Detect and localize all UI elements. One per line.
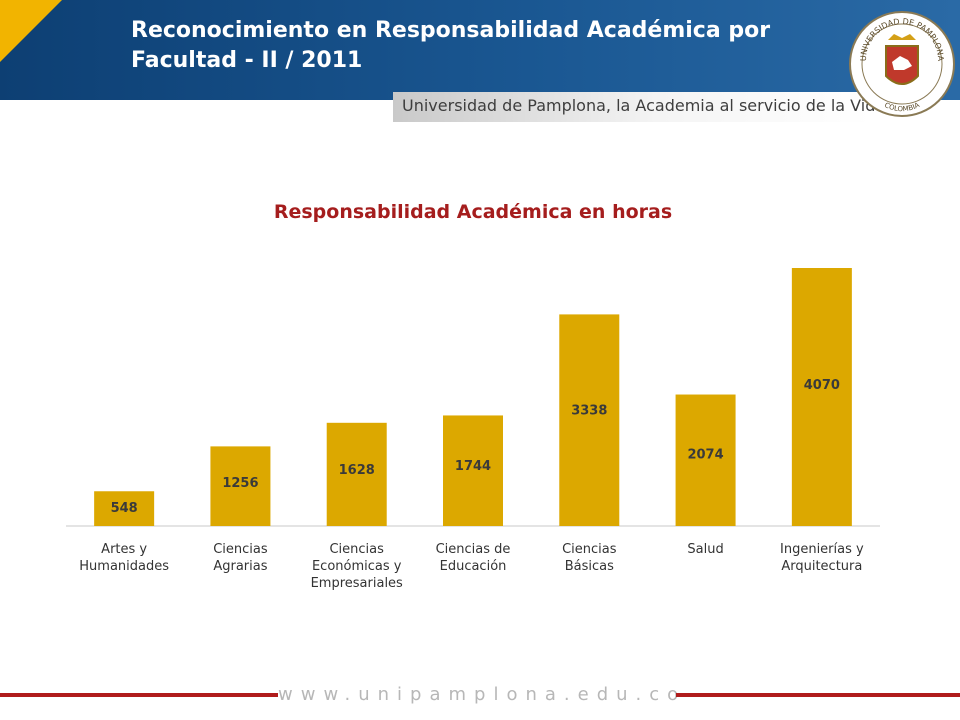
bar [791,268,852,526]
footer-url: www.unipamplona.edu.co [278,684,687,705]
chart-title: Responsabilidad Académica en horas [273,201,673,223]
seal-crown-icon [888,34,916,40]
bar [443,415,503,526]
category-label: Ciencias Económicas y Empresariales [311,542,403,591]
university-seal-logo: UNIVERSIDAD DE PAMPLONA COLOMBIA [849,11,955,117]
category-label: Ciencias de Educación [436,542,511,574]
bar [326,422,387,526]
header-accent-triangle [0,0,62,62]
bar-value-label: 4070 [804,378,840,393]
bar-chart: 548 Artes y Humanidades 1256 Ciencias Agraria… [66,268,880,591]
category-label-line: Agrarias [213,559,267,574]
category-label-line: Ciencias [213,542,268,557]
category-label: Ciencias Básicas [562,542,617,574]
bar-value-label: 548 [111,501,138,516]
category-label-line: Básicas [565,559,614,574]
bar [675,394,736,526]
svg-text:COLOMBIA: COLOMBIA [883,101,921,113]
category-label-line: Artes y [101,542,147,557]
tagline-bar [393,92,871,122]
category-label-line: Empresariales [311,576,403,591]
footer-line-right [676,693,960,697]
category-label-line: Ciencias [562,542,617,557]
bar-value-label: 1628 [339,463,375,478]
seal-emblem-icon [892,56,912,70]
bar [94,491,155,526]
header-banner: Reconocimiento en Responsabilidad Académ… [0,0,960,100]
category-label: Salud [687,542,723,557]
category-label-line: Humanidades [79,559,169,574]
bar-value-label: 1256 [222,476,258,491]
category-label: Ingenierías y Arquitectura [780,542,864,574]
bar-value-label: 3338 [571,404,607,419]
category-label-line: Salud [687,542,723,557]
bar-value-label: 1744 [455,459,491,474]
bar-value-label: 2074 [687,448,723,463]
category-label-line: Ciencias de [436,542,511,557]
category-label-line: Económicas y [312,559,402,574]
category-label-line: Educación [440,559,507,574]
page-title: Reconocimiento en Responsabilidad Académ… [131,18,771,73]
bar [559,314,620,526]
seal-ring-text-bottom: COLOMBIA [883,101,921,113]
category-label: Artes y Humanidades [79,542,169,574]
category-label-line: Ingenierías y [780,542,864,557]
bar [210,446,271,526]
category-label-line: Ciencias [329,542,384,557]
category-label: Ciencias Agrarias [213,542,268,574]
footer-line-left [0,693,278,697]
university-tagline: Universidad de Pamplona, la Academia al … [402,96,886,115]
category-label-line: Arquitectura [781,559,862,574]
